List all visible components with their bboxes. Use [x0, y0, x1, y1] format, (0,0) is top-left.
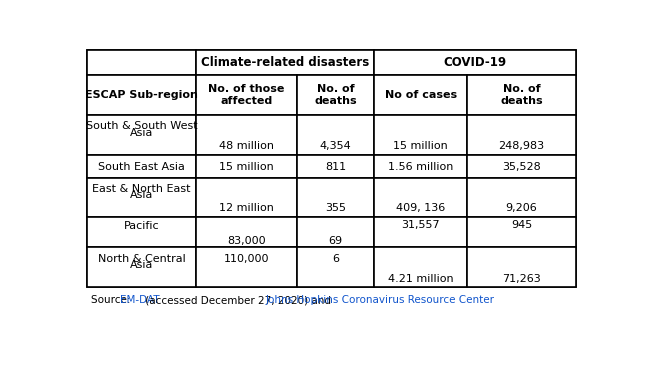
Bar — [196, 50, 374, 75]
Text: 248,983: 248,983 — [499, 141, 545, 151]
Bar — [374, 247, 467, 287]
Bar — [196, 115, 296, 155]
Text: 48 million: 48 million — [219, 141, 274, 151]
Text: 15 million: 15 million — [219, 162, 274, 171]
Bar — [88, 75, 196, 115]
Bar — [88, 115, 196, 155]
Bar — [296, 178, 374, 217]
Text: 4.21 million: 4.21 million — [388, 274, 454, 284]
Text: East & North East: East & North East — [92, 184, 191, 194]
Text: Asia: Asia — [130, 261, 153, 270]
Bar — [374, 115, 467, 155]
Text: North & Central: North & Central — [98, 254, 186, 263]
Text: Source:: Source: — [90, 295, 133, 305]
Bar — [467, 155, 576, 178]
Text: 945: 945 — [511, 220, 532, 230]
Bar — [374, 50, 576, 75]
Text: Johns Hopkins Coronavirus Resource Center: Johns Hopkins Coronavirus Resource Cente… — [265, 295, 495, 305]
Text: COVID-19: COVID-19 — [443, 56, 506, 69]
Text: Asia: Asia — [130, 128, 153, 138]
Bar — [88, 247, 196, 287]
Bar — [467, 247, 576, 287]
Text: 9,206: 9,206 — [506, 203, 538, 213]
Bar — [374, 217, 467, 247]
Text: 83,000: 83,000 — [227, 236, 266, 246]
Text: No of cases: No of cases — [385, 90, 457, 100]
Text: Asia: Asia — [130, 191, 153, 201]
Text: 31,557: 31,557 — [402, 220, 440, 230]
Bar — [88, 217, 196, 247]
Bar — [88, 155, 196, 178]
Text: Climate-related disasters: Climate-related disasters — [201, 56, 369, 69]
Text: 69: 69 — [328, 236, 343, 246]
Text: No. of those
affected: No. of those affected — [208, 84, 285, 106]
Text: 15 million: 15 million — [393, 141, 448, 151]
Text: 6: 6 — [332, 254, 339, 263]
Bar — [374, 155, 467, 178]
Text: South & South West: South & South West — [86, 121, 198, 131]
Bar — [88, 50, 196, 75]
Bar — [467, 217, 576, 247]
Text: No. of
deaths: No. of deaths — [500, 84, 543, 106]
Bar — [196, 155, 296, 178]
Text: ESCAP Sub-region: ESCAP Sub-region — [85, 90, 198, 100]
Bar — [196, 247, 296, 287]
Bar — [296, 115, 374, 155]
Text: EM-DAT: EM-DAT — [120, 295, 159, 305]
Bar — [467, 178, 576, 217]
Bar — [296, 155, 374, 178]
Text: South East Asia: South East Asia — [98, 162, 185, 171]
Bar — [296, 75, 374, 115]
Bar — [88, 50, 576, 287]
Bar — [374, 75, 467, 115]
Bar — [88, 178, 196, 217]
Bar — [296, 217, 374, 247]
Bar — [467, 75, 576, 115]
Text: Pacific: Pacific — [124, 221, 159, 231]
Text: 409, 136: 409, 136 — [396, 203, 445, 213]
Bar — [196, 178, 296, 217]
Text: 71,263: 71,263 — [502, 274, 541, 284]
Bar — [196, 217, 296, 247]
Text: 355: 355 — [325, 203, 346, 213]
Bar — [374, 178, 467, 217]
Text: 12 million: 12 million — [219, 203, 274, 213]
Text: No. of
deaths: No. of deaths — [314, 84, 357, 106]
Text: 110,000: 110,000 — [224, 254, 269, 263]
Text: 811: 811 — [325, 162, 346, 171]
Bar — [467, 115, 576, 155]
Text: (accessed December 27, 2020) and: (accessed December 27, 2020) and — [142, 295, 334, 305]
Text: 1.56 million: 1.56 million — [388, 162, 454, 171]
Text: 35,528: 35,528 — [502, 162, 541, 171]
Bar — [196, 75, 296, 115]
Bar — [296, 247, 374, 287]
Text: 4,354: 4,354 — [320, 141, 352, 151]
